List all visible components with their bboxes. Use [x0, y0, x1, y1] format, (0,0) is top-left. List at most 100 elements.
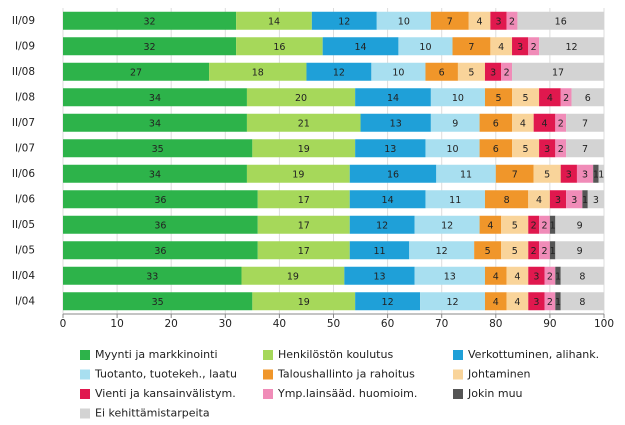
bar-segment [355, 292, 421, 311]
data-label: 1 [555, 271, 561, 282]
y-tick-label: I/04 [15, 295, 35, 307]
data-label: 13 [444, 271, 456, 282]
data-label: 3 [533, 297, 539, 308]
bar-segment [528, 37, 540, 56]
data-label: 7 [468, 42, 474, 53]
legend-label: Jokin muu [467, 387, 523, 400]
legend-swatch [453, 350, 463, 360]
legend-label: Myynti ja markkinointi [95, 348, 218, 361]
data-label: 4 [547, 93, 553, 104]
data-label: 14 [268, 16, 280, 27]
bar-segment [468, 11, 491, 30]
data-label: 32 [144, 42, 156, 53]
data-label: 10 [452, 93, 464, 104]
data-label: 17 [298, 220, 310, 231]
data-label: 3 [571, 195, 577, 206]
data-label: 8 [579, 271, 585, 282]
bar-segment [484, 266, 507, 285]
y-tick-label: I/09 [15, 40, 35, 52]
data-label: 36 [154, 195, 166, 206]
data-label: 2 [531, 220, 537, 231]
data-label: 5 [512, 220, 518, 231]
data-label: 8 [579, 297, 585, 308]
data-label: 12 [446, 297, 458, 308]
bar-segment [484, 190, 529, 209]
data-label: 3 [517, 42, 523, 53]
bar-segment [306, 62, 372, 81]
legend-swatch [80, 350, 90, 360]
bar-segment [236, 11, 312, 30]
bar-segment [533, 113, 556, 132]
x-tick-label: 40 [273, 318, 286, 330]
data-label: 21 [298, 118, 310, 129]
data-label: 10 [446, 144, 458, 155]
bar-segment [349, 164, 437, 183]
bar-segment [63, 292, 253, 311]
data-label: 2 [563, 93, 569, 104]
bar-segment [63, 139, 253, 158]
y-tick-label: II/07 [12, 117, 35, 129]
data-label: 2 [558, 118, 564, 129]
bar-segment [371, 62, 426, 81]
bar-segment [376, 11, 431, 30]
y-tick-label: II/04 [12, 270, 35, 282]
data-label: 10 [392, 67, 404, 78]
bar-segment [598, 164, 604, 183]
data-label: 16 [387, 169, 399, 180]
data-label: 6 [493, 118, 499, 129]
data-label: 34 [149, 93, 161, 104]
bar-segment [425, 62, 458, 81]
bar-segment [479, 139, 513, 158]
data-label: 5 [523, 144, 529, 155]
data-label: 7 [512, 169, 518, 180]
bar-segment [549, 215, 556, 234]
data-label: 5 [512, 246, 518, 257]
bar-segment [566, 190, 583, 209]
bar-segment [484, 62, 502, 81]
x-tick-label: 100 [594, 318, 614, 330]
data-label: 7 [582, 118, 588, 129]
x-tick-label: 80 [489, 318, 502, 330]
data-label: 13 [390, 118, 402, 129]
data-label: 5 [544, 169, 550, 180]
data-label: 4 [514, 297, 520, 308]
bar-segment [252, 292, 356, 311]
data-label: 2 [531, 42, 537, 53]
bar-segment [555, 113, 567, 132]
data-label: 36 [154, 220, 166, 231]
bar-segment [457, 62, 485, 81]
legend-label: Taloushallinto ja rahoitus [277, 368, 415, 381]
bar-segment [355, 139, 426, 158]
bar-segment [63, 190, 258, 209]
data-label: 18 [252, 67, 264, 78]
bar-segment [63, 113, 247, 132]
bar-segment [555, 139, 567, 158]
data-label: 33 [146, 271, 158, 282]
data-label: 35 [152, 144, 164, 155]
bar-segment [349, 241, 410, 260]
data-label: 19 [292, 169, 304, 180]
bar-segment [236, 37, 323, 56]
bar-segment [63, 241, 258, 260]
data-label: 5 [485, 246, 491, 257]
bar-segment [425, 139, 480, 158]
bar-segment [246, 164, 350, 183]
x-tick-label: 90 [543, 318, 556, 330]
legend-swatch [453, 389, 463, 399]
data-label: 11 [460, 169, 472, 180]
bar-segment [63, 11, 237, 30]
data-label: 34 [149, 118, 161, 129]
legend-swatch [453, 369, 463, 380]
bar-segment [430, 11, 469, 30]
data-label: 34 [149, 169, 161, 180]
bar-segment [506, 292, 529, 311]
bar-segment [322, 37, 399, 56]
bar-segment [560, 164, 577, 183]
bar-segment [63, 164, 247, 183]
data-label: 32 [144, 16, 156, 27]
bar-segment [528, 215, 540, 234]
data-label: 14 [382, 195, 394, 206]
bar-segment [414, 215, 480, 234]
bar-segment [576, 164, 594, 183]
bar-segment [344, 266, 415, 285]
